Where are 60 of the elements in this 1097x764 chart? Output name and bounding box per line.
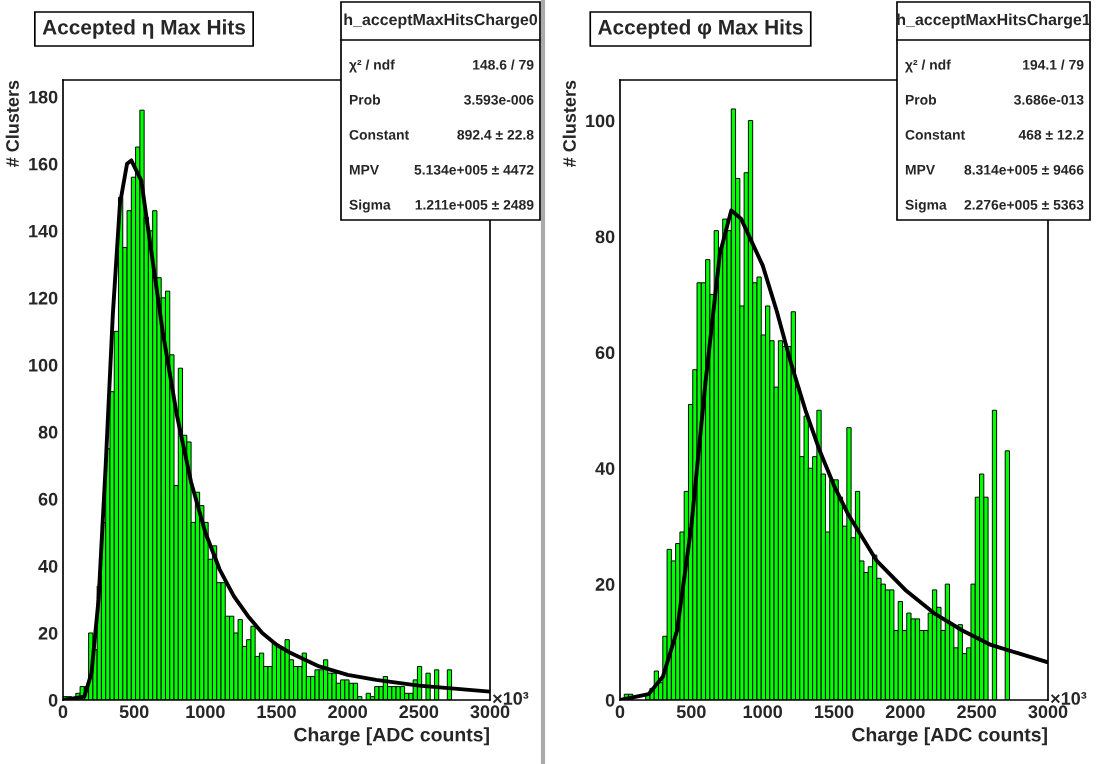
y-tick-label: 100 — [586, 114, 615, 128]
annotation: MPV — [349, 165, 379, 175]
y-tick-label: 60 — [595, 346, 615, 360]
annotation: Sigma — [349, 199, 391, 213]
x-tick-label: 3000 — [470, 705, 510, 719]
y-tick-label: 100 — [29, 358, 58, 372]
x-tick-label: 0 — [58, 705, 68, 719]
text: h_acceptMaxHitsCharge1 — [897, 13, 1091, 29]
x-tick-label: 2000 — [885, 705, 925, 719]
y-tick-label: 20 — [38, 626, 58, 640]
text: ×10³ — [492, 692, 529, 705]
annotation: MPV — [905, 165, 935, 175]
annotation: Sigma — [905, 199, 947, 213]
y-axis-title: # Clusters — [562, 80, 576, 167]
annotation: 5.134e+005 ± 4472 — [414, 164, 534, 175]
x-tick-label: 1500 — [815, 705, 854, 719]
annotation: Constant — [349, 129, 410, 140]
annotation: Prob — [349, 94, 381, 105]
annotation: 892.4 ± 22.8 — [457, 129, 534, 140]
y-tick-label: 40 — [38, 559, 58, 573]
y-axis-title: # Clusters — [5, 80, 19, 167]
x-tick-label: 1000 — [743, 705, 783, 719]
annotation: 468 ± 12.2 — [1018, 129, 1084, 140]
x-tick-label: 0 — [615, 705, 625, 719]
y-tick-label: 80 — [38, 425, 58, 439]
x-axis-title: Charge [ADC counts] — [852, 727, 1047, 746]
chart-title: Accepted φ Max Hits — [598, 19, 803, 39]
x-tick-label: 500 — [676, 705, 706, 719]
annotation: 3.593e-006 — [464, 94, 534, 105]
text: χ² / ndf — [905, 59, 951, 73]
x-axis-title: Charge [ADC counts] — [294, 727, 489, 746]
text: h_acceptMaxHitsCharge0 — [344, 13, 538, 29]
y-tick-label: 160 — [29, 157, 58, 171]
y-tick-label: 140 — [29, 224, 58, 238]
x-tick-label: 500 — [119, 705, 149, 719]
annotation: 2.276e+005 ± 5363 — [964, 199, 1084, 210]
annotation: 8.314e+005 ± 9466 — [964, 164, 1084, 175]
annotation: Constant — [905, 129, 966, 140]
annotation: 3.686e-013 — [1014, 94, 1084, 105]
text: 148.6 / 79 — [473, 59, 534, 70]
y-tick-label: 40 — [595, 462, 615, 475]
y-tick-label: 180 — [29, 90, 58, 104]
text: 194.1 / 79 — [1023, 59, 1084, 70]
y-tick-label: 0 — [48, 693, 58, 707]
x-tick-label: 1500 — [257, 705, 296, 719]
annotation: 1.211e+005 ± 2489 — [415, 199, 534, 210]
chart-title: Accepted η Max Hits — [42, 19, 246, 39]
x-tick-label: 2000 — [328, 705, 368, 719]
x-tick-label: 1000 — [186, 705, 225, 719]
annotation: Prob — [905, 94, 937, 105]
y-tick-label: 60 — [38, 492, 58, 506]
x-tick-label: 2500 — [399, 705, 439, 719]
x-tick-label: 3000 — [1028, 705, 1068, 719]
x-tick-label: 2500 — [957, 705, 997, 719]
y-tick-label: 120 — [29, 291, 58, 305]
y-tick-label: 0 — [605, 693, 615, 707]
y-tick-label: 20 — [595, 578, 615, 591]
text: ×10³ — [1050, 692, 1087, 705]
text: χ² / ndf — [349, 59, 395, 73]
y-tick-label: 80 — [595, 230, 615, 244]
